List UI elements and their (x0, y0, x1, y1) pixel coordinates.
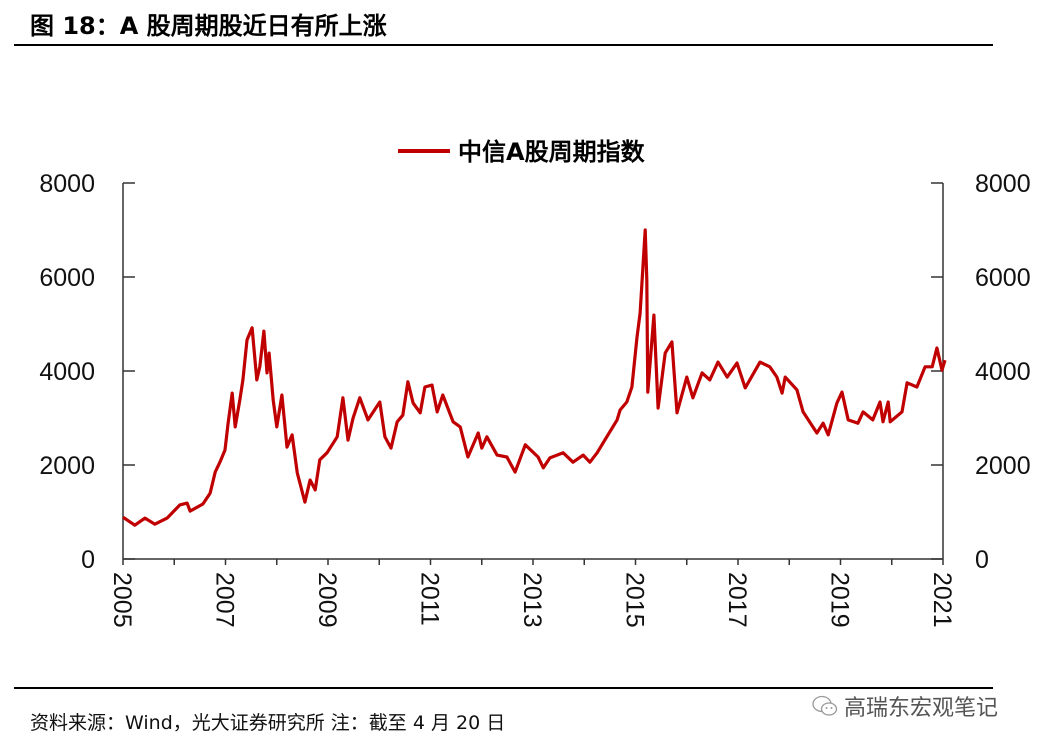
series-line (122, 228, 947, 527)
legend-label: 中信A股周期指数 (458, 138, 646, 166)
x-tick-label: 2021 (928, 572, 956, 628)
wechat-icon (812, 695, 838, 716)
y-tick-label-left: 0 (81, 546, 95, 574)
y-tick-label-right: 2000 (975, 452, 1031, 480)
y-tick-label-right: 4000 (975, 358, 1031, 386)
watermark: 高瑞东宏观笔记 (812, 690, 998, 722)
y-tick-label-right: 6000 (975, 264, 1031, 292)
x-tick-label: 2007 (211, 572, 239, 628)
line-chart: 中信A股周期指数 0 0 2000 2000 4000 4000 6000 6000 8000 8… (39, 138, 1031, 628)
x-tick-label: 2005 (108, 572, 136, 628)
top-rule (14, 44, 993, 46)
x-tick-label: 2015 (621, 572, 649, 628)
x-tick-label: 2019 (826, 572, 854, 628)
y-tick-label-right: 0 (975, 546, 989, 574)
y-tick-label-left: 2000 (39, 452, 95, 480)
figure-title: 图 18：A 股周期股近日有所上涨 (30, 12, 387, 40)
x-tick-label: 2017 (723, 572, 751, 628)
bottom-rule (14, 687, 993, 689)
source-note: 资料来源：Wind，光大证券研究所 注：截至 4 月 20 日 (30, 712, 506, 734)
x-tick-label: 2013 (518, 572, 546, 628)
x-tick-label: 2009 (313, 572, 341, 628)
legend: 中信A股周期指数 (398, 138, 646, 166)
y-tick-label-left: 6000 (39, 264, 95, 292)
watermark-text: 高瑞东宏观笔记 (844, 696, 999, 721)
y-tick-label-left: 4000 (39, 358, 95, 386)
y-tick-label-right: 8000 (975, 170, 1031, 198)
x-tick-label: 2011 (416, 572, 444, 626)
y-tick-label-left: 8000 (39, 170, 95, 198)
